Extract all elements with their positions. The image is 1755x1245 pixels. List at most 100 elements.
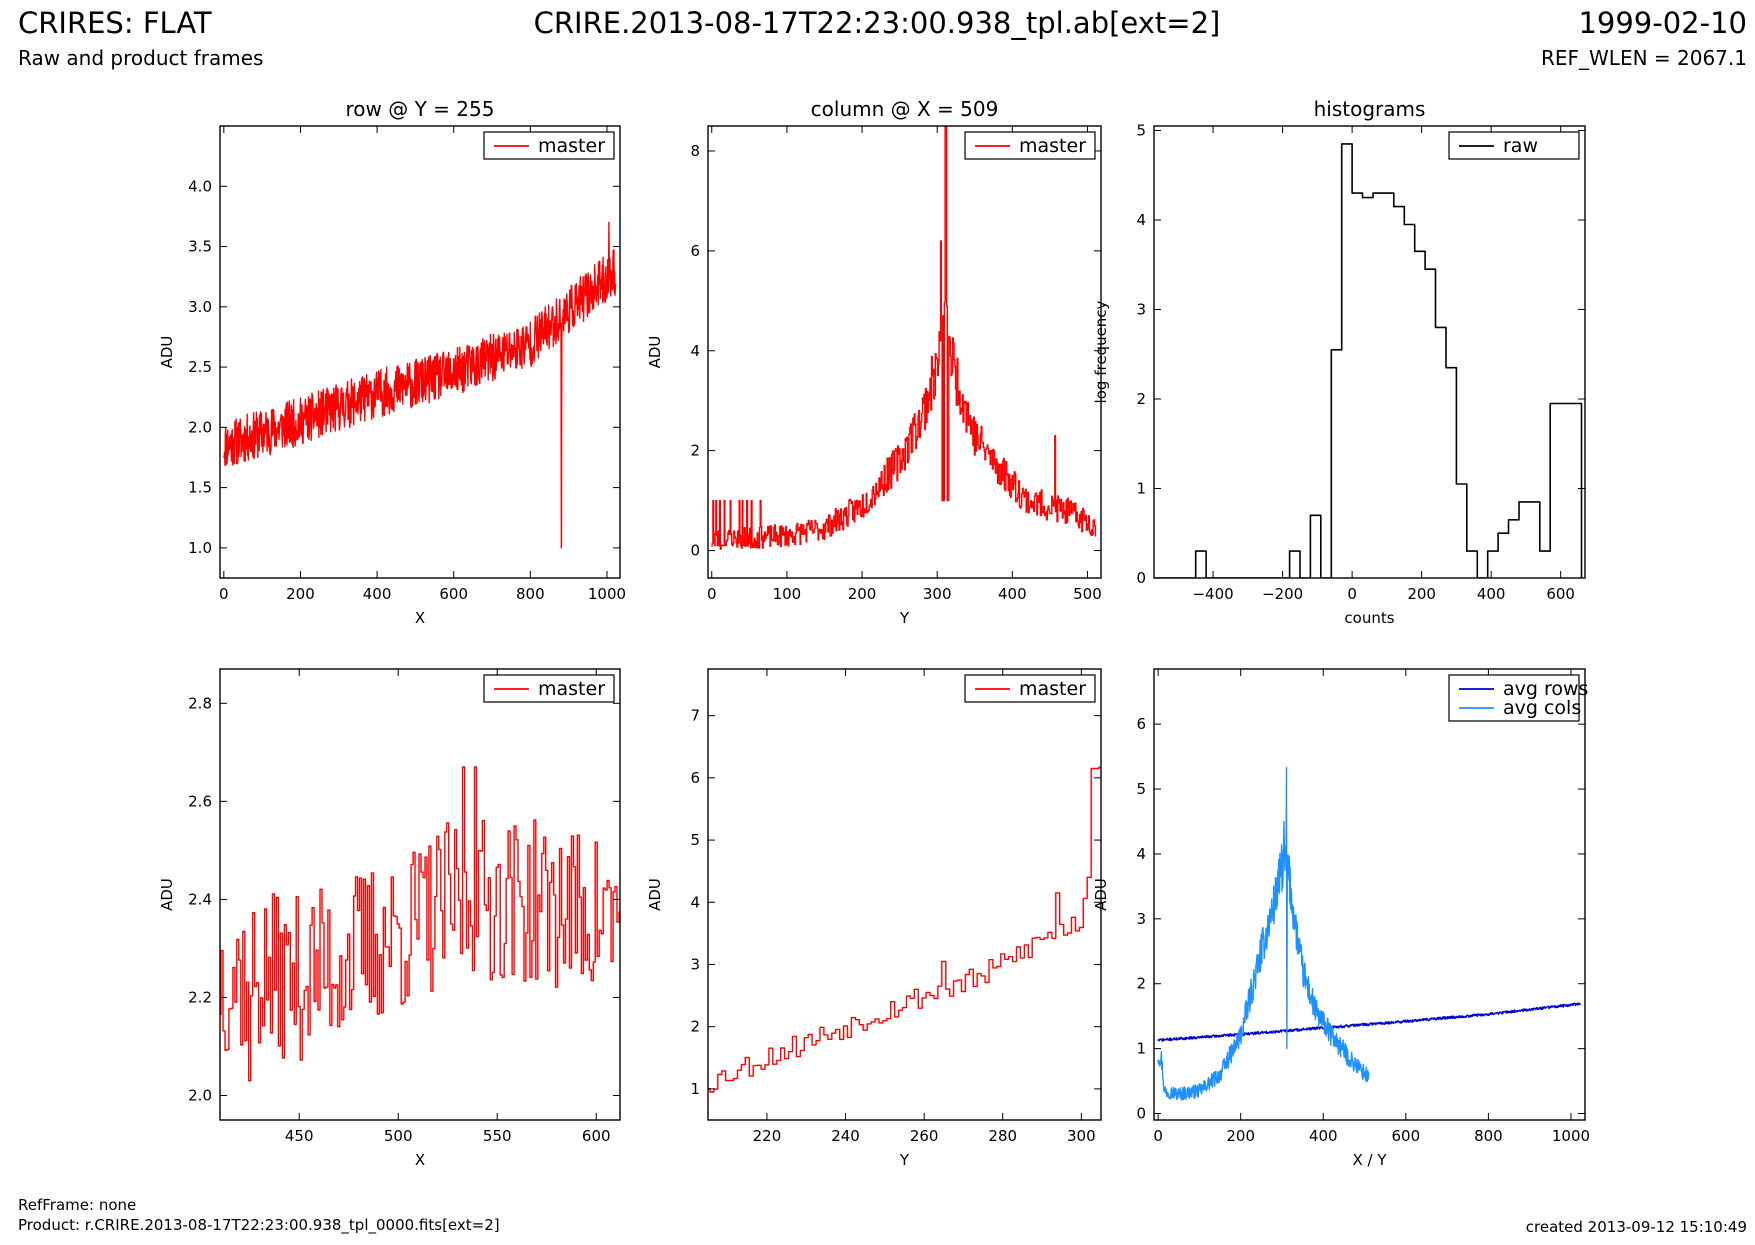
y-tick-label: 2.0 [188, 1086, 212, 1104]
y-tick-label: 1.0 [188, 539, 212, 557]
refframe-label: RefFrame: none [18, 1196, 137, 1214]
legend-label: avg cols [1503, 697, 1581, 719]
plot-frame [1153, 668, 1586, 1121]
y-tick-label: 5 [1136, 121, 1146, 139]
y-tick-label: 6 [690, 769, 700, 787]
y-axis-label: log frequency [1092, 300, 1110, 403]
x-tick-label: 600 [439, 585, 468, 603]
x-tick-label: −400 [1192, 585, 1233, 603]
x-tick-label: 220 [753, 1127, 782, 1145]
y-tick-label: 2.5 [188, 358, 212, 376]
y-tick-label: 1 [690, 1080, 700, 1098]
y-tick-label: 4 [690, 342, 700, 360]
y-tick-label: 8 [690, 142, 700, 160]
x-tick-label: 200 [286, 585, 315, 603]
x-tick-label: 200 [1407, 585, 1436, 603]
x-tick-label: 400 [1477, 585, 1506, 603]
x-tick-label: 400 [1309, 1127, 1338, 1145]
product-label: Product: r.CRIRE.2013-08-17T22:23:00.938… [18, 1216, 500, 1234]
y-tick-label: 0 [1136, 1105, 1146, 1123]
x-tick-label: 200 [1226, 1127, 1255, 1145]
y-tick-label: 3 [1136, 910, 1146, 928]
y-tick-label: 2.4 [188, 890, 212, 908]
x-tick-label: 0 [219, 585, 229, 603]
legend: master [483, 674, 615, 703]
y-tick-label: 4 [690, 893, 700, 911]
series-line-master [711, 126, 1097, 550]
y-tick-label: 3.0 [188, 298, 212, 316]
x-tick-label: 400 [998, 585, 1027, 603]
x-tick-label: 300 [923, 585, 952, 603]
chart-row_zoom: 450 500 550 600 2.0 2.2 2.4 2.6 2.8 X ADU master [158, 668, 621, 1169]
legend-label: master [538, 678, 605, 700]
x-tick-label: 1000 [588, 585, 626, 603]
y-tick-label: 4 [1136, 211, 1146, 229]
y-tick-label: 7 [690, 707, 700, 725]
series-line-master [223, 221, 617, 549]
y-tick-label: 2.2 [188, 988, 212, 1006]
y-tick-label: 5 [690, 831, 700, 849]
legend: master [964, 131, 1096, 160]
x-tick-label: 280 [988, 1127, 1017, 1145]
y-tick-label: 1 [1136, 479, 1146, 497]
plot-frame [1153, 125, 1586, 579]
x-tick-label: 800 [516, 585, 545, 603]
chart-hist: −400 −200 0 200 400 600 0 1 2 3 4 5 histograms counts… [1092, 97, 1586, 627]
x-tick-label: 600 [1392, 1127, 1421, 1145]
x-axis-label: X / Y [1352, 1151, 1387, 1169]
x-tick-label: 500 [1073, 585, 1102, 603]
y-tick-label: 4.0 [188, 177, 212, 195]
x-tick-label: 550 [483, 1127, 512, 1145]
y-tick-label: 3 [690, 955, 700, 973]
x-tick-label: 0 [707, 585, 717, 603]
y-tick-label: 2 [690, 442, 700, 460]
legend-label: master [1019, 135, 1086, 157]
chart-avg: 0 200 400 600 800 1000 0 1 2 3 4 5 6 X / Y ADU avg rows… [1092, 668, 1590, 1169]
ref-wlen: REF_WLEN = 2067.1 [1540, 46, 1747, 70]
y-axis-label: ADU [646, 878, 664, 911]
x-tick-label: 100 [773, 585, 802, 603]
legend-label: avg rows [1503, 678, 1588, 700]
chart-row_full: 0 200 400 600 800 1000 1.0 1.5 2.0 2.5 3.0 3.5 4.0 ro… [158, 97, 626, 627]
legend: master [964, 674, 1096, 703]
y-tick-label: 4 [1136, 845, 1146, 863]
series-line-master [708, 766, 1101, 1093]
figure-title: CRIRES: FLAT [18, 6, 212, 40]
y-axis-label: ADU [646, 336, 664, 369]
y-tick-label: 2 [690, 1018, 700, 1036]
series-line-avg-cols [1157, 766, 1370, 1101]
chart-title: column @ X = 509 [811, 97, 999, 121]
x-tick-label: 600 [1546, 585, 1575, 603]
y-tick-label: 3 [1136, 300, 1146, 318]
x-tick-label: 240 [831, 1127, 860, 1145]
observation-date: 1999-02-10 [1578, 6, 1747, 40]
x-tick-label: 200 [848, 585, 877, 603]
y-tick-label: 0 [1136, 569, 1146, 587]
figure-subtitle: Raw and product frames [18, 46, 264, 70]
x-tick-label: 0 [1347, 585, 1357, 603]
created-label: created 2013-09-12 15:10:49 [1525, 1218, 1747, 1236]
x-axis-label: X [415, 609, 425, 627]
legend-box [483, 131, 615, 160]
legend: raw [1448, 131, 1580, 160]
y-axis-label: ADU [158, 878, 176, 911]
legend-box [1448, 674, 1580, 722]
y-tick-label: 3.5 [188, 238, 212, 256]
plot-frame [219, 668, 621, 1121]
x-tick-label: 300 [1067, 1127, 1096, 1145]
x-axis-label: X [415, 1151, 425, 1169]
x-axis-label: Y [899, 609, 910, 627]
y-tick-label: 5 [1136, 780, 1146, 798]
y-tick-label: 2.0 [188, 418, 212, 436]
series-line-master [220, 766, 620, 1082]
x-axis-label: counts [1344, 609, 1394, 627]
y-axis-label: ADU [1092, 878, 1110, 911]
chart-title: histograms [1314, 97, 1426, 121]
y-tick-label: 1 [1136, 1040, 1146, 1058]
y-axis-label: ADU [158, 336, 176, 369]
x-tick-label: 600 [582, 1127, 611, 1145]
legend-label: raw [1503, 135, 1538, 157]
legend-label: master [1019, 678, 1086, 700]
